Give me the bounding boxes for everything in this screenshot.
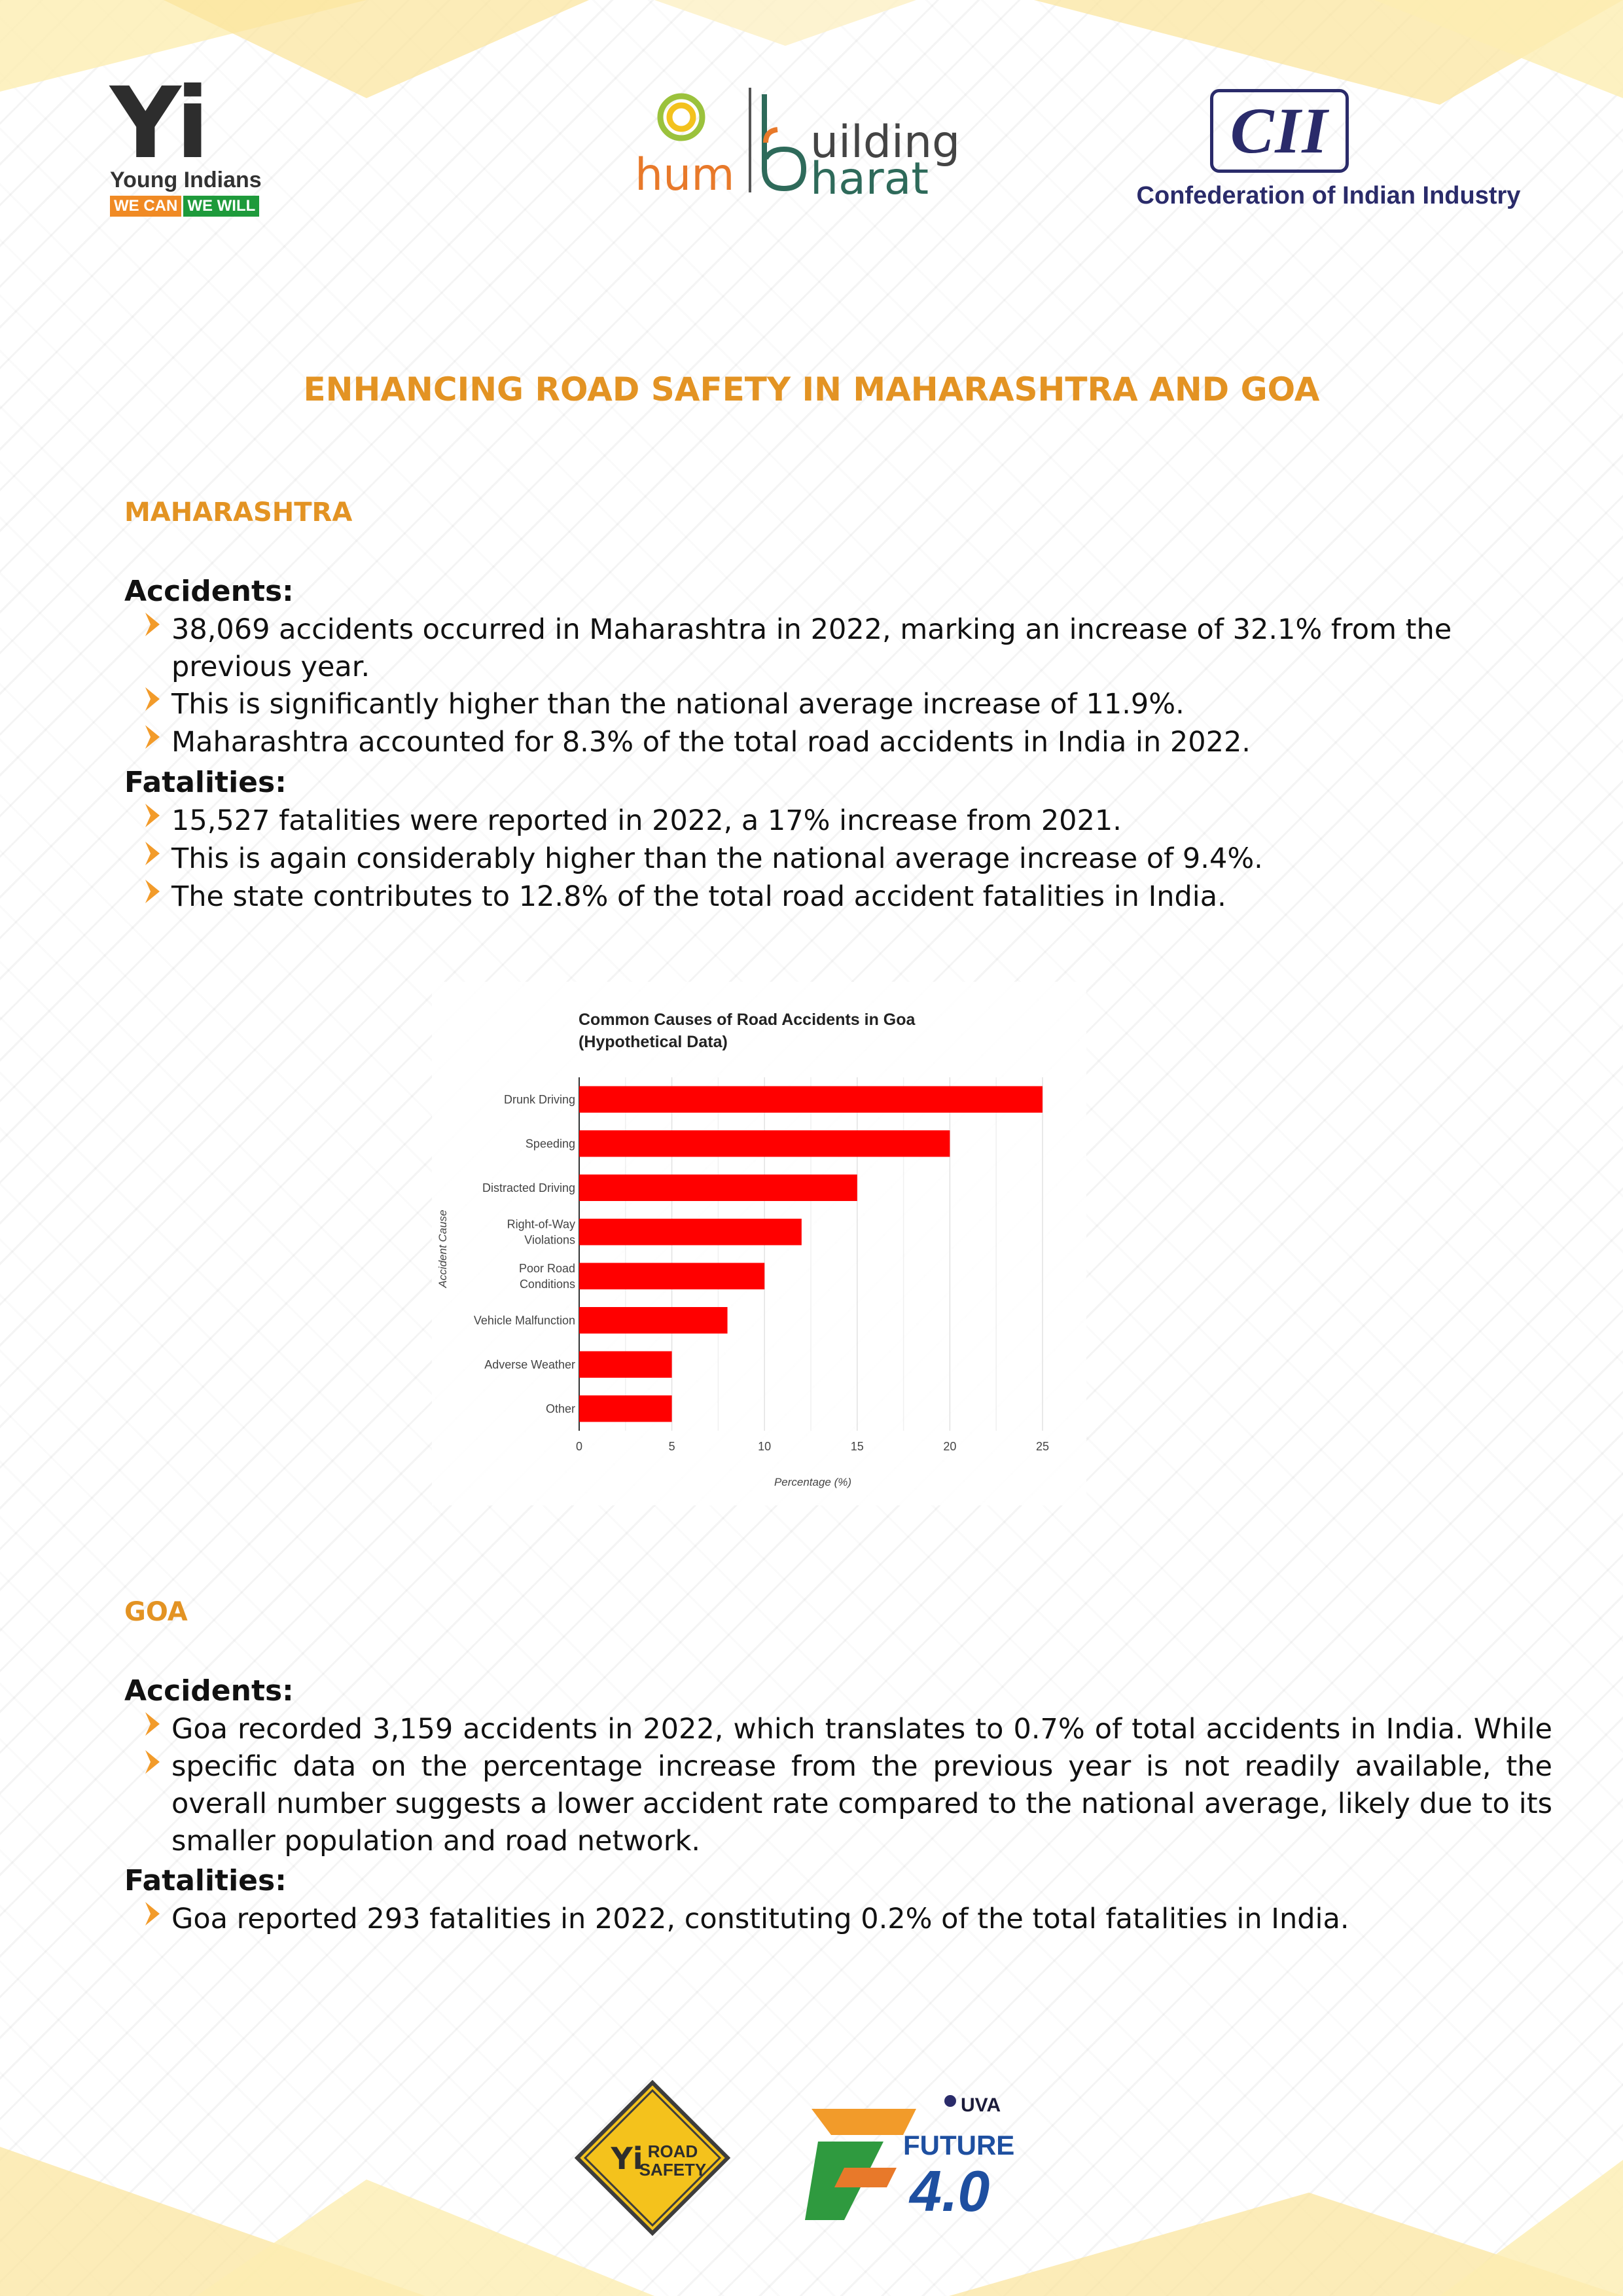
yi-name: Young Indians — [110, 168, 262, 192]
bullet-arrow-icon — [145, 687, 160, 711]
chart-title: Common Causes of Road Accidents in Goa — [579, 1011, 916, 1029]
yuva-person-icon — [944, 2095, 956, 2107]
maharashtra-fatality-item: The state contributes to 12.8% of the to… — [171, 880, 1226, 913]
cii-logo: CII Confederation of Indian Industry — [1126, 89, 1531, 210]
bharat-text: harat — [810, 153, 929, 205]
goa-accidents-heading: Accidents: — [124, 1674, 294, 1708]
chart-category-label: Speeding — [526, 1137, 575, 1150]
hum-text: hum — [635, 149, 735, 201]
road-safety-yi-mark: Yi — [610, 2141, 643, 2176]
yuva-text: UVA — [961, 2094, 1001, 2116]
maharashtra-fatality-item: This is again considerably higher than t… — [171, 842, 1263, 875]
chart-y-axis-label: Accident Cause — [437, 1210, 449, 1288]
bullet-arrow-icon — [145, 725, 160, 749]
future-version: 4.0 — [908, 2159, 990, 2223]
chart-bar — [579, 1307, 728, 1334]
chart-bar — [579, 1263, 765, 1289]
causes-bar-chart: Common Causes of Road Accidents in Goa (… — [432, 982, 1086, 1505]
chart-bar — [579, 1351, 672, 1378]
cii-mark: CII — [1230, 94, 1329, 167]
chart-category-label: Conditions — [520, 1278, 575, 1291]
chart-category-label: Right-of-Way — [507, 1217, 575, 1230]
yi-tag-left: WE CAN — [110, 196, 182, 217]
bullet-arrow-icon — [145, 804, 160, 827]
chart-x-tick-label: 10 — [758, 1440, 771, 1453]
hum-flower-icon — [657, 93, 705, 141]
chart-subtitle: (Hypothetical Data) — [579, 1033, 728, 1051]
young-indians-logo: Yi Young Indians WE CAN WE WILL — [110, 67, 267, 217]
chart-x-tick-label: 0 — [576, 1440, 582, 1453]
yi-road-safety-logo: Yi ROAD SAFETY — [575, 2080, 730, 2236]
cii-mark-box: CII — [1209, 89, 1349, 173]
maharashtra-accidents-heading: Accidents: — [124, 575, 294, 608]
maharashtra-accident-item: 38,069 accidents occurred in Maharashtra… — [171, 613, 1452, 683]
chart-x-tick-label: 15 — [851, 1440, 864, 1453]
chart-x-axis-label: Percentage (%) — [774, 1476, 851, 1488]
chart-category-label: Drunk Driving — [504, 1093, 575, 1106]
yi-mark: Yi — [110, 67, 209, 181]
chart-category-label: Distracted Driving — [482, 1181, 575, 1194]
chart-category-label: Poor Road — [519, 1262, 575, 1275]
chart-category-labels: Drunk Driving Speeding Distracted Driving R… — [474, 1093, 575, 1416]
bullet-arrow-icon — [145, 1712, 160, 1736]
page-title: ENHANCING ROAD SAFETY IN MAHARASHTRA AND… — [303, 370, 1320, 408]
maharashtra-fatality-item: 15,527 fatalities were reported in 2022,… — [171, 804, 1122, 837]
maharashtra-accident-item: This is significantly higher than the na… — [171, 688, 1185, 721]
goa-fatality-item: Goa reported 293 fatalities in 2022, con… — [171, 1903, 1349, 1935]
bullet-arrow-icon — [145, 1750, 160, 1774]
chart-canvas: Common Causes of Road Accidents in Goa (… — [437, 1011, 1049, 1488]
chart-bar — [579, 1174, 857, 1201]
maharashtra-fatalities-heading: Fatalities: — [124, 766, 287, 799]
maharashtra-accident-item: Maharashtra accounted for 8.3% of the to… — [171, 726, 1251, 759]
future-word: FUTURE — [903, 2130, 1014, 2161]
goa-fatalities-heading: Fatalities: — [124, 1864, 287, 1897]
chart-x-tick-label: 5 — [669, 1440, 675, 1453]
yi-tag-right: WE WILL — [183, 196, 260, 217]
chart-bar — [579, 1130, 950, 1157]
goa-heading: GOA — [124, 1597, 188, 1627]
chart-category-label: Other — [546, 1402, 575, 1415]
hum-building-bharat-logo: hum uilding harat — [633, 84, 987, 205]
chart-bars — [579, 1086, 1043, 1422]
cii-name: Confederation of Indian Industry — [1136, 182, 1521, 209]
chart-x-ticks: 0 5 10 15 20 25 — [576, 1440, 1049, 1453]
chart-bar — [579, 1086, 1043, 1113]
bullet-arrow-icon — [145, 1902, 160, 1926]
bullet-arrow-icon — [145, 880, 160, 903]
chart-category-label: Vehicle Malfunction — [474, 1314, 575, 1327]
chart-bar — [579, 1219, 802, 1246]
road-safety-line2: SAFETY — [639, 2160, 707, 2179]
building-text: uilding — [810, 117, 961, 168]
logo-divider — [749, 88, 751, 192]
bullet-arrow-icon — [145, 842, 160, 865]
yuva-future-logo: UVA FUTURE 4.0 — [805, 2094, 1014, 2223]
road-safety-line1: ROAD — [648, 2142, 698, 2161]
bb-letterform-icon — [762, 94, 807, 192]
chart-bar — [579, 1395, 672, 1422]
goa-accident-item: Goa recorded 3,159 accidents in 2022, wh… — [171, 1713, 1552, 1857]
yi-tagline: WE CAN WE WILL — [110, 196, 267, 217]
chart-x-tick-label: 25 — [1036, 1440, 1049, 1453]
chart-x-tick-label: 20 — [943, 1440, 956, 1453]
maharashtra-heading: MAHARASHTRA — [124, 497, 353, 528]
chart-category-label: Violations — [524, 1233, 575, 1246]
chart-category-label: Adverse Weather — [484, 1358, 575, 1371]
bullet-arrow-icon — [145, 613, 160, 636]
